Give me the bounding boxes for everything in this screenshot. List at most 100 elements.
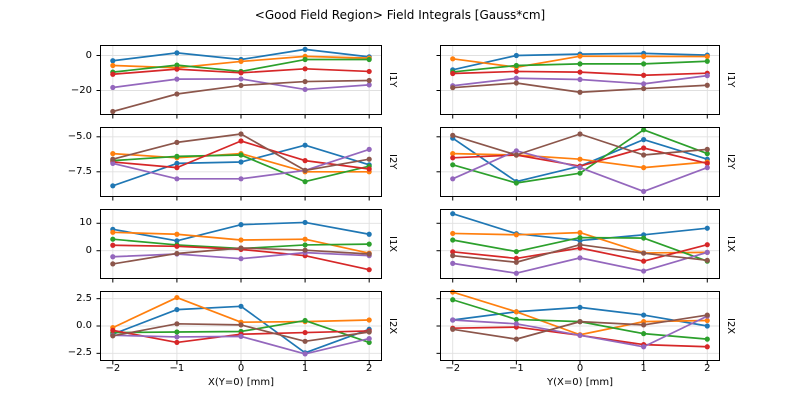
y-axis-label-i1y-right: I1Y (725, 72, 736, 88)
series-marker-6 (302, 78, 308, 85)
series-marker-2 (641, 53, 647, 59)
series-marker-1 (704, 323, 710, 329)
series-marker-5 (238, 256, 244, 262)
series-marker-5 (704, 165, 710, 171)
series-marker-6 (641, 85, 647, 92)
axes-spines (440, 127, 720, 197)
series-marker-3 (641, 127, 647, 133)
x-tick-label: −1 (169, 363, 185, 374)
series-marker-4 (450, 155, 456, 161)
series-marker-6 (110, 156, 116, 162)
series-marker-3 (174, 329, 180, 335)
y-axis-label-i1x-left: I1X (387, 235, 398, 253)
series-marker-4 (704, 344, 710, 350)
series-marker-2 (238, 237, 244, 243)
series-marker-6 (704, 312, 710, 318)
series-marker-1 (174, 160, 180, 166)
series-marker-3 (302, 317, 308, 324)
series-marker-2 (513, 232, 519, 238)
series-marker-1 (302, 142, 308, 148)
series-marker-6 (366, 156, 372, 162)
series-marker-6 (238, 131, 244, 137)
subplot-i1y-right (436, 45, 720, 119)
series-marker-4 (513, 255, 519, 262)
series-marker-5 (513, 321, 519, 327)
series-marker-6 (366, 329, 372, 335)
series-marker-6 (513, 80, 519, 86)
series-marker-3 (513, 180, 519, 186)
series-marker-2 (641, 165, 647, 171)
series-marker-6 (174, 91, 180, 97)
subplot-i2y-right (436, 127, 720, 201)
series-marker-2 (174, 231, 180, 237)
series-marker-5 (174, 176, 180, 182)
y-tick-label: 2.5 (76, 292, 92, 304)
series-marker-1 (174, 50, 180, 56)
series-marker-3 (450, 162, 456, 168)
x-tick-label: 0 (237, 363, 245, 374)
series-marker-3 (577, 234, 583, 241)
x-axis-label-left: X(Y=0) [mm] (208, 377, 274, 388)
series-marker-5 (641, 188, 647, 194)
series-marker-1 (641, 312, 647, 318)
series-marker-5 (174, 334, 180, 340)
series-marker-6 (704, 146, 710, 152)
series-marker-5 (641, 81, 647, 87)
series-marker-4 (641, 145, 647, 151)
series-marker-4 (238, 70, 244, 76)
series-marker-1 (704, 225, 710, 231)
series-marker-4 (641, 258, 647, 264)
series-marker-1 (641, 137, 647, 143)
subplot-i2x-right (436, 289, 720, 365)
series-marker-3 (302, 179, 308, 185)
series-marker-6 (704, 257, 710, 263)
series-marker-6 (641, 322, 647, 328)
series-marker-5 (577, 255, 583, 261)
series-marker-4 (641, 72, 647, 78)
series-marker-6 (577, 89, 583, 95)
series-marker-5 (302, 86, 308, 93)
y-tick-label: 0 (85, 244, 92, 256)
series-marker-5 (704, 249, 710, 255)
series-marker-5 (577, 165, 583, 171)
series-marker-6 (450, 253, 456, 259)
series-marker-4 (450, 70, 456, 77)
y-tick-label: 10 (79, 217, 92, 229)
series-marker-3 (302, 242, 308, 248)
x-tick-label: 2 (704, 363, 711, 374)
axes-spines (440, 291, 720, 361)
x-tick-label: −2 (445, 363, 461, 374)
series-marker-6 (110, 108, 116, 115)
series-marker-2 (450, 289, 456, 295)
series-marker-6 (174, 139, 180, 145)
series-marker-5 (577, 76, 583, 83)
x-tick-label: −1 (508, 363, 524, 374)
axes-spines (440, 209, 720, 279)
series-marker-1 (238, 222, 244, 228)
x-tick-label: 1 (640, 363, 647, 374)
series-marker-1 (366, 231, 372, 237)
series-marker-6 (366, 77, 372, 84)
series-marker-6 (577, 319, 583, 325)
series-marker-6 (513, 336, 519, 342)
x-axis-label-right: Y(X=0) [mm] (547, 377, 613, 388)
series-marker-4 (302, 158, 308, 164)
y-axis-label-i1y-left: I1Y (387, 72, 398, 88)
series-marker-1 (174, 238, 180, 244)
series-marker-1 (577, 304, 583, 311)
y-tick-label: 0.0 (76, 320, 92, 331)
series-marker-2 (174, 294, 180, 301)
series-marker-4 (577, 69, 583, 75)
y-axis-label-i2y-left: I2Y (387, 154, 398, 170)
series-marker-4 (366, 68, 372, 75)
axes-spines (440, 45, 720, 115)
series-marker-4 (174, 339, 180, 346)
series-marker-2 (577, 156, 583, 162)
series-marker-4 (704, 242, 710, 248)
series-marker-1 (302, 46, 308, 52)
series-marker-6 (238, 245, 244, 251)
series-marker-1 (450, 211, 456, 217)
series-marker-5 (238, 176, 244, 182)
series-marker-3 (174, 62, 180, 68)
series-marker-2 (450, 230, 456, 237)
